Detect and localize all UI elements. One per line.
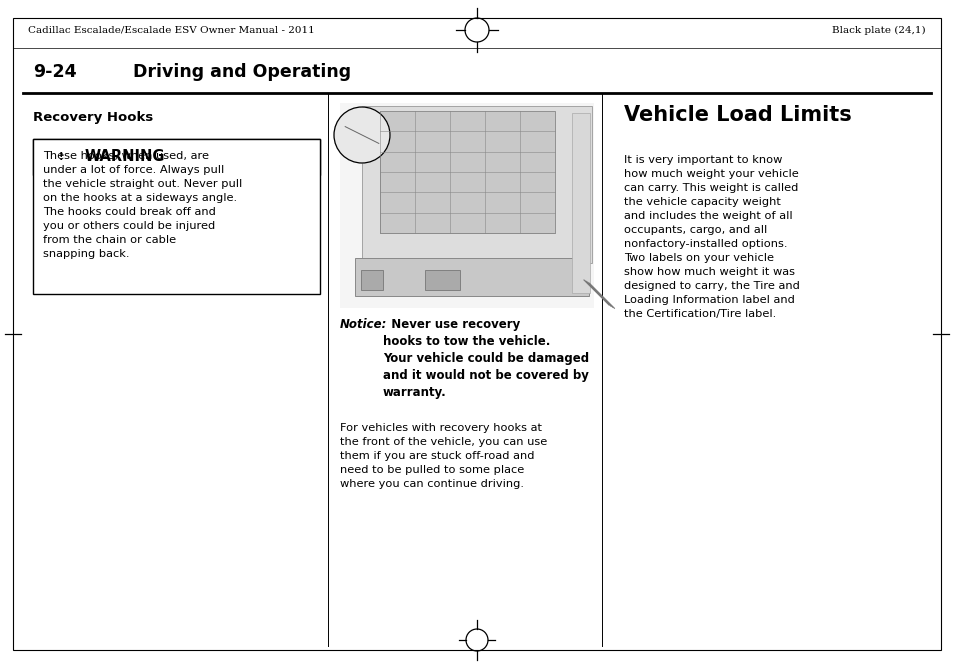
Bar: [339, 103, 594, 308]
Text: These hooks, when used, are
under a lot of force. Always pull
the vehicle straig: These hooks, when used, are under a lot …: [43, 151, 242, 259]
Text: Cadillac Escalade/Escalade ESV Owner Manual - 2011: Cadillac Escalade/Escalade ESV Owner Man…: [28, 25, 314, 35]
Text: Recovery Hooks: Recovery Hooks: [33, 111, 153, 124]
Text: For vehicles with recovery hooks at
the front of the vehicle, you can use
them i: For vehicles with recovery hooks at the …: [339, 424, 547, 490]
Text: Notice:: Notice:: [339, 318, 387, 331]
Text: Black plate (24,1): Black plate (24,1): [832, 25, 925, 35]
Text: Vehicle Load Limits: Vehicle Load Limits: [623, 105, 851, 125]
Text: 9-24: 9-24: [33, 63, 76, 81]
Bar: [424, 270, 459, 290]
Text: !: !: [59, 152, 63, 162]
Bar: [379, 111, 555, 233]
Bar: [361, 106, 592, 263]
Bar: [33, 139, 319, 175]
Bar: [360, 270, 382, 290]
Text: Never use recovery
hooks to tow the vehicle.
Your vehicle could be damaged
and i: Never use recovery hooks to tow the vehi…: [382, 318, 589, 399]
Circle shape: [334, 107, 390, 163]
Text: WARNING: WARNING: [85, 150, 165, 164]
Bar: [572, 113, 589, 293]
Bar: [33, 139, 319, 294]
Text: It is very important to know
how much weight your vehicle
can carry. This weight: It is very important to know how much we…: [623, 155, 799, 319]
Polygon shape: [51, 145, 71, 164]
Text: Driving and Operating: Driving and Operating: [132, 63, 351, 81]
Bar: [355, 258, 588, 296]
